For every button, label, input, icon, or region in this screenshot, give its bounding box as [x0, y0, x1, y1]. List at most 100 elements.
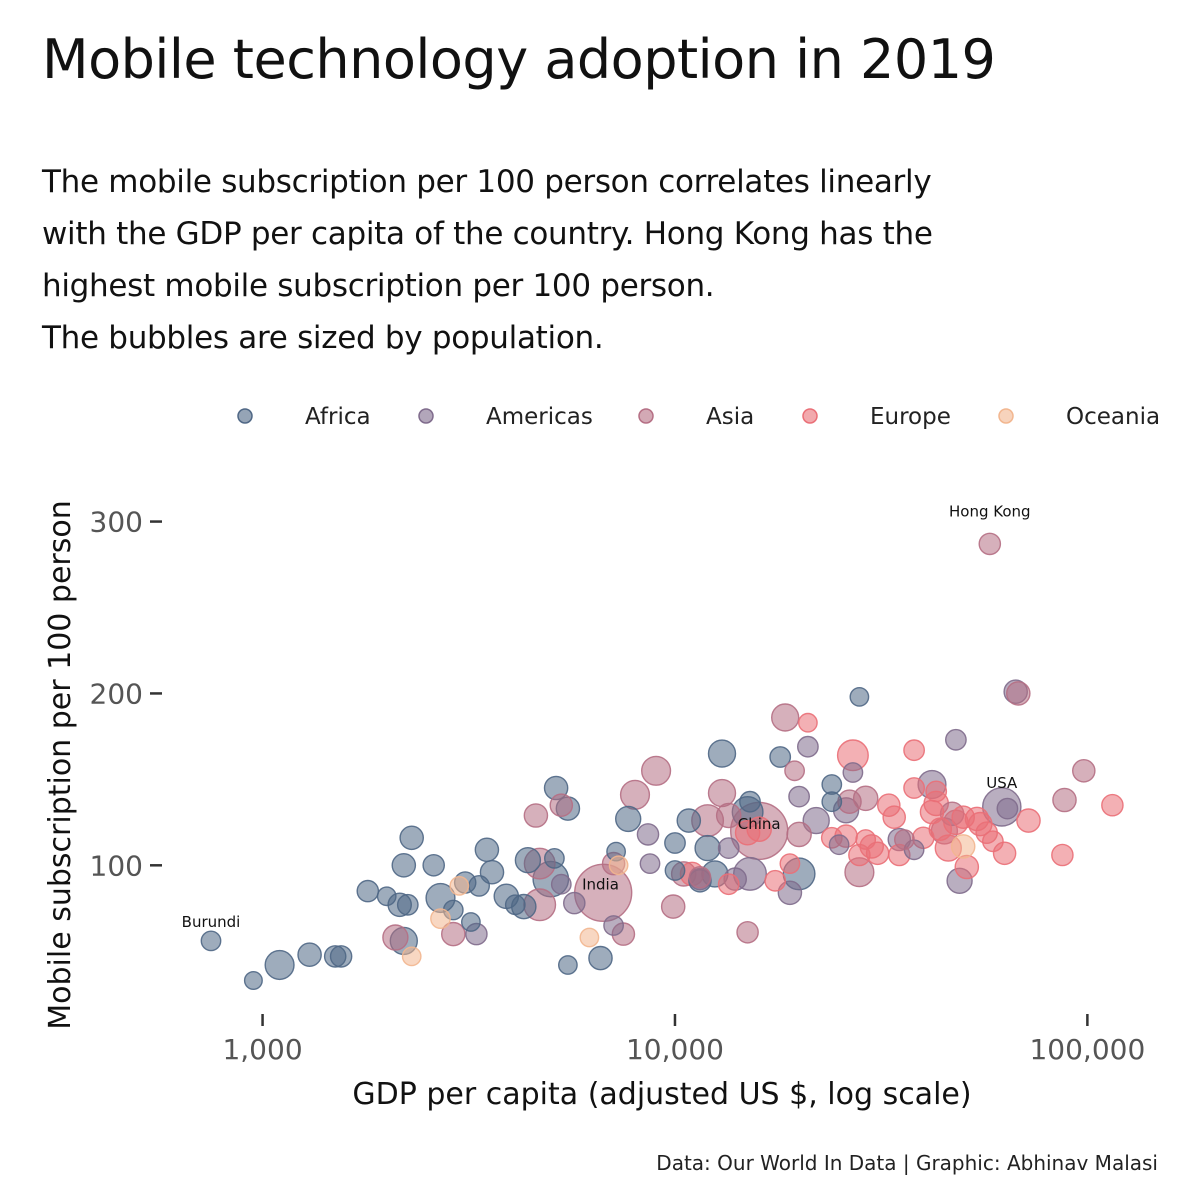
- data-point-americas: [563, 891, 586, 915]
- annotation-label: China: [738, 815, 781, 833]
- data-point-africa: [588, 945, 613, 971]
- data-point-americas: [550, 873, 572, 895]
- data-point-africa: [297, 942, 322, 968]
- y-tick-label: 100: [90, 849, 143, 882]
- data-point-europe: [1016, 808, 1041, 833]
- legend-swatch: [237, 408, 253, 424]
- data-point-americas: [945, 728, 967, 751]
- data-point-oceania: [608, 855, 629, 876]
- legend-label: Europe: [870, 404, 951, 430]
- legend: Africa Americas Asia Europe Oceania: [237, 404, 1160, 430]
- data-point-asia: [1006, 681, 1031, 706]
- data-point-americas: [996, 797, 1019, 820]
- legend-swatch: [638, 408, 654, 424]
- legend-label: Americas: [486, 404, 593, 430]
- data-point-asia: [660, 894, 686, 919]
- data-point-africa: [514, 847, 542, 874]
- data-point-asia: [619, 779, 651, 810]
- legend-swatch: [418, 408, 434, 424]
- data-point-africa: [821, 791, 843, 813]
- chart-subtitle: The mobile subscription per 100 person c…: [42, 156, 1142, 364]
- data-point-africa: [396, 893, 419, 916]
- data-point-africa: [664, 860, 686, 881]
- data-point-europe: [954, 854, 980, 880]
- data-point-europe: [855, 829, 877, 850]
- data-point-europe: [1051, 843, 1074, 867]
- data-points: [200, 532, 1124, 991]
- data-point-europe: [951, 805, 976, 830]
- chart-title: Mobile technology adoption in 2019: [42, 28, 996, 91]
- data-point-americas: [797, 735, 819, 758]
- data-point-africa: [769, 746, 792, 768]
- data-point-africa: [460, 912, 481, 932]
- data-point-africa: [422, 854, 446, 877]
- data-point-africa: [391, 853, 417, 878]
- legend-label: Africa: [305, 404, 371, 430]
- y-axis: 100 200 300: [90, 506, 162, 882]
- subtitle-line: highest mobile subscription per 100 pers…: [42, 268, 715, 304]
- legend-item-africa: Africa: [237, 404, 371, 430]
- data-point-asia: [1072, 759, 1096, 783]
- legend-swatch: [802, 408, 818, 424]
- data-point-americas: [636, 823, 660, 846]
- legend-item-oceania: Oceania: [998, 404, 1160, 430]
- data-point-europe: [798, 712, 818, 733]
- x-tick-label: 10,000: [626, 1033, 724, 1066]
- data-point-africa: [676, 808, 702, 833]
- annotation-label: India: [582, 875, 619, 893]
- data-point-asia: [786, 821, 812, 848]
- data-point-africa: [399, 825, 425, 851]
- legend-item-americas: Americas: [418, 404, 593, 430]
- data-point-asia: [715, 802, 742, 829]
- data-point-americas: [842, 762, 864, 783]
- data-point-americas: [717, 837, 740, 859]
- data-point-africa: [615, 805, 642, 833]
- y-axis-label: Mobile subscription per 100 person: [43, 500, 78, 1029]
- subtitle-line: with the GDP per capita of the country. …: [42, 216, 933, 252]
- data-point-africa: [694, 834, 721, 862]
- data-point-asia: [688, 866, 712, 889]
- data-point-europe: [764, 869, 787, 892]
- data-point-africa: [707, 739, 737, 768]
- caption: Data: Our World In Data | Graphic: Abhin…: [656, 1151, 1158, 1175]
- legend-label: Oceania: [1066, 404, 1160, 430]
- data-point-asia: [784, 760, 805, 782]
- data-point-asia: [640, 755, 672, 786]
- data-point-americas: [639, 853, 661, 874]
- data-point-africa: [664, 832, 686, 854]
- data-point-europe: [882, 805, 907, 830]
- legend-item-europe: Europe: [802, 404, 951, 430]
- data-point-africa: [200, 930, 222, 952]
- legend-swatch: [998, 408, 1014, 424]
- data-point-americas: [788, 785, 810, 808]
- legend-item-asia: Asia: [638, 404, 754, 430]
- data-point-asia: [736, 921, 759, 944]
- data-point-americas: [828, 834, 850, 856]
- data-point-europe: [1101, 793, 1124, 817]
- data-point-africa: [474, 837, 500, 863]
- subtitle-line: The bubbles are sized by population.: [42, 320, 604, 356]
- data-point-europe: [779, 853, 801, 874]
- data-point-africa: [329, 945, 353, 968]
- data-point-africa: [558, 955, 578, 975]
- x-tick-label: 100,000: [1029, 1033, 1145, 1066]
- data-point-asia: [894, 829, 915, 850]
- data-point-europe: [903, 777, 925, 799]
- x-tick-label: 1,000: [222, 1033, 302, 1066]
- data-point-africa: [356, 879, 380, 903]
- data-point-asia: [771, 703, 800, 732]
- annotation-label: Hong Kong: [949, 502, 1031, 520]
- data-point-asia: [978, 532, 1002, 556]
- data-point-africa: [243, 971, 263, 991]
- annotation-label: USA: [986, 774, 1018, 792]
- data-point-americas: [603, 915, 624, 936]
- data-point-africa: [264, 949, 295, 981]
- data-point-oceania: [401, 946, 422, 967]
- data-point-asia: [382, 924, 409, 951]
- data-point-oceania: [430, 908, 451, 929]
- data-point-oceania: [449, 876, 470, 896]
- data-point-europe: [717, 873, 740, 896]
- data-point-africa: [376, 886, 397, 907]
- data-point-europe: [925, 780, 948, 803]
